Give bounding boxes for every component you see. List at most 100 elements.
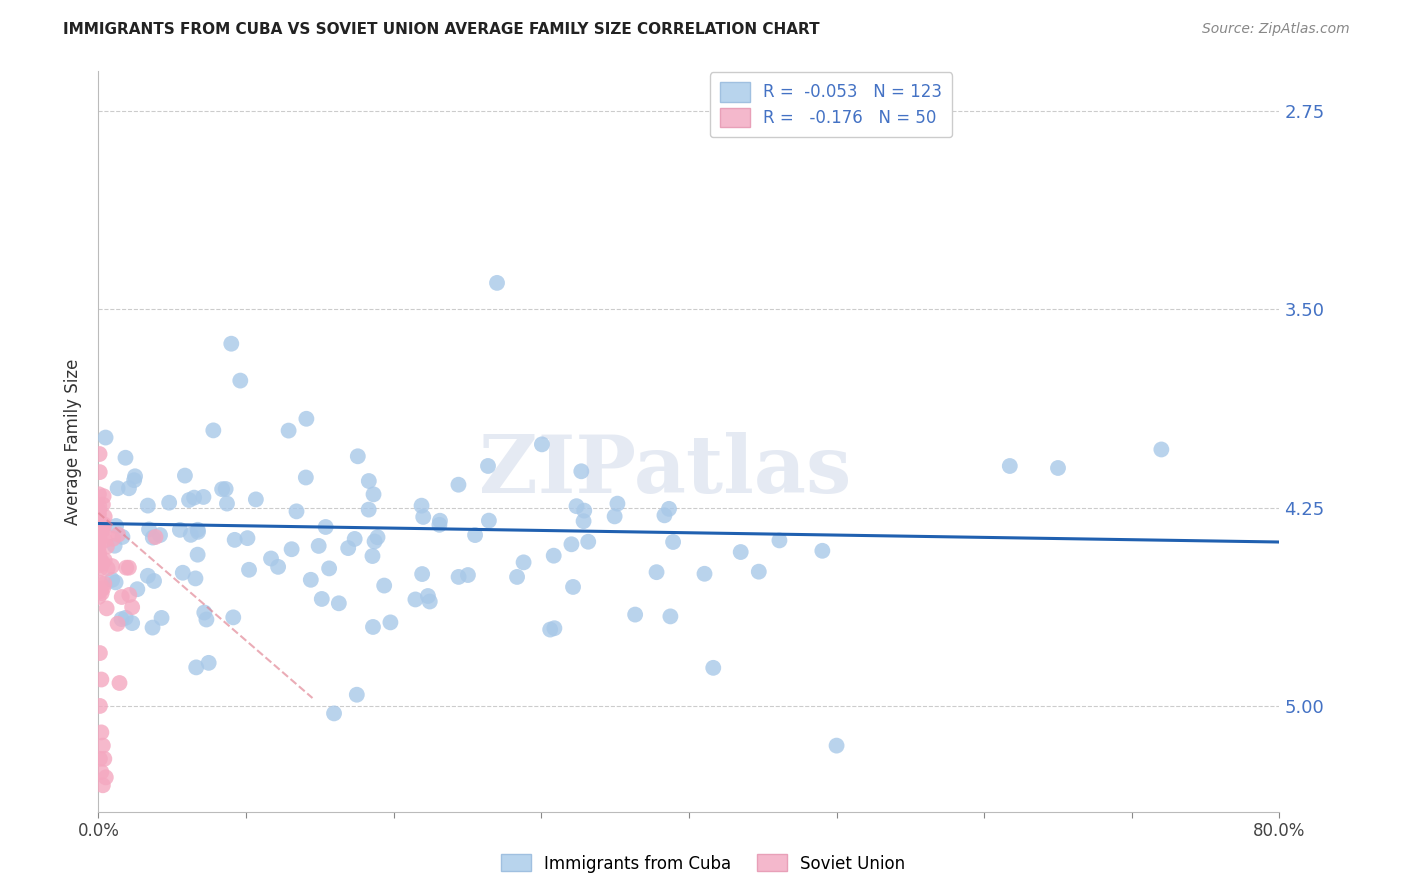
Point	[363, 487, 385, 501]
Point	[108, 676, 131, 690]
Point	[180, 528, 202, 542]
Point	[1150, 442, 1173, 457]
Point	[89, 752, 111, 766]
Point	[93, 553, 115, 567]
Point	[361, 620, 384, 634]
Point	[94, 770, 117, 784]
Point	[104, 539, 127, 553]
Point	[87, 590, 110, 604]
Point	[662, 535, 685, 549]
Point	[87, 517, 110, 532]
Point	[447, 570, 470, 584]
Point	[89, 551, 111, 566]
Text: IMMIGRANTS FROM CUBA VS SOVIET UNION AVERAGE FAMILY SIZE CORRELATION CHART: IMMIGRANTS FROM CUBA VS SOVIET UNION AVE…	[63, 22, 820, 37]
Point	[93, 523, 115, 537]
Point	[115, 560, 138, 574]
Point	[572, 514, 595, 528]
Point	[357, 502, 380, 516]
Point	[562, 580, 585, 594]
Point	[142, 531, 165, 545]
Point	[91, 498, 114, 512]
Point	[645, 565, 668, 579]
Point	[91, 581, 114, 595]
Point	[357, 474, 380, 488]
Point	[299, 573, 322, 587]
Point	[93, 509, 115, 524]
Point	[105, 519, 128, 533]
Point	[506, 570, 529, 584]
Point	[346, 450, 368, 464]
Point	[107, 616, 129, 631]
Point	[157, 496, 180, 510]
Point	[89, 499, 111, 513]
Point	[90, 673, 112, 687]
Point	[89, 533, 111, 547]
Point	[447, 477, 470, 491]
Point	[91, 521, 114, 535]
Point	[104, 575, 127, 590]
Point	[184, 571, 207, 585]
Point	[411, 499, 433, 513]
Point	[363, 534, 385, 549]
Point	[530, 437, 553, 451]
Point	[177, 493, 200, 508]
Point	[97, 561, 120, 575]
Point	[624, 607, 647, 622]
Point	[138, 523, 160, 537]
Point	[94, 533, 117, 548]
Point	[367, 530, 389, 544]
Point	[280, 542, 302, 557]
Point	[337, 541, 360, 555]
Point	[658, 501, 681, 516]
Point	[110, 612, 132, 626]
Point	[214, 482, 236, 496]
Point	[122, 473, 145, 487]
Point	[141, 621, 163, 635]
Point	[328, 596, 350, 610]
Point	[323, 706, 346, 721]
Point	[118, 588, 141, 602]
Point	[118, 560, 141, 574]
Point	[187, 524, 209, 539]
Point	[187, 523, 209, 537]
Point	[90, 586, 112, 600]
Point	[145, 530, 167, 544]
Point	[768, 533, 790, 548]
Point	[101, 573, 124, 587]
Point	[114, 450, 136, 465]
Point	[825, 739, 848, 753]
Point	[87, 550, 110, 565]
Point	[87, 487, 110, 501]
Legend: Immigrants from Cuba, Soviet Union: Immigrants from Cuba, Soviet Union	[495, 847, 911, 880]
Point	[260, 551, 283, 566]
Legend: R =  -0.053   N = 123, R =   -0.176   N = 50: R = -0.053 N = 123, R = -0.176 N = 50	[710, 72, 952, 137]
Point	[308, 539, 330, 553]
Point	[90, 556, 112, 570]
Point	[429, 517, 451, 532]
Point	[87, 558, 110, 573]
Point	[143, 574, 166, 588]
Point	[538, 623, 561, 637]
Point	[193, 606, 215, 620]
Point	[343, 532, 366, 546]
Point	[149, 528, 172, 542]
Point	[89, 575, 111, 590]
Point	[998, 458, 1021, 473]
Point	[1046, 461, 1070, 475]
Point	[94, 431, 117, 445]
Point	[193, 490, 215, 504]
Point	[90, 582, 112, 597]
Point	[107, 481, 129, 495]
Point	[411, 567, 433, 582]
Point	[96, 540, 118, 554]
Point	[811, 543, 834, 558]
Point	[295, 470, 318, 484]
Point	[93, 517, 115, 532]
Point	[202, 423, 225, 437]
Point	[197, 656, 219, 670]
Point	[464, 528, 486, 542]
Point	[87, 546, 110, 560]
Point	[693, 566, 716, 581]
Point	[121, 616, 143, 631]
Point	[89, 562, 111, 576]
